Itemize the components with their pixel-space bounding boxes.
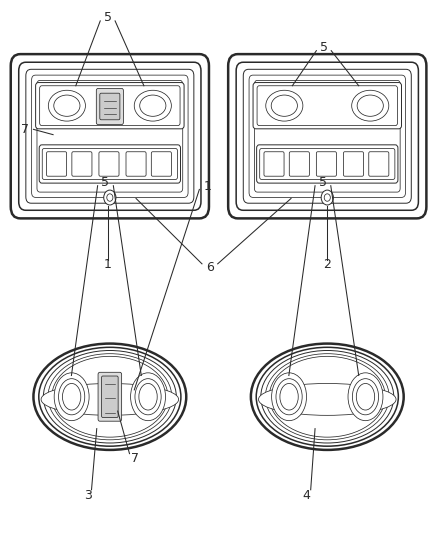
Ellipse shape (280, 383, 298, 410)
Ellipse shape (54, 95, 80, 116)
Ellipse shape (265, 354, 389, 440)
FancyBboxPatch shape (236, 62, 418, 211)
Ellipse shape (140, 95, 166, 116)
Ellipse shape (48, 354, 172, 440)
FancyBboxPatch shape (316, 152, 336, 176)
Ellipse shape (43, 351, 177, 443)
Text: 5: 5 (320, 41, 328, 54)
Text: 1: 1 (204, 180, 212, 193)
FancyBboxPatch shape (264, 152, 284, 176)
FancyBboxPatch shape (99, 152, 119, 176)
FancyBboxPatch shape (102, 376, 118, 417)
Text: 1: 1 (104, 258, 112, 271)
FancyBboxPatch shape (151, 152, 171, 176)
FancyBboxPatch shape (260, 149, 395, 180)
FancyBboxPatch shape (257, 86, 398, 126)
FancyBboxPatch shape (243, 69, 411, 203)
FancyBboxPatch shape (254, 80, 400, 192)
Ellipse shape (33, 344, 186, 450)
Ellipse shape (131, 373, 166, 421)
Ellipse shape (139, 383, 157, 410)
Ellipse shape (276, 378, 302, 415)
FancyBboxPatch shape (249, 75, 406, 197)
Text: 4: 4 (302, 489, 310, 502)
Ellipse shape (357, 95, 383, 116)
Ellipse shape (269, 357, 385, 437)
Text: 6: 6 (206, 261, 214, 274)
Text: 2: 2 (323, 258, 331, 271)
FancyBboxPatch shape (253, 83, 402, 129)
Ellipse shape (271, 95, 297, 116)
FancyBboxPatch shape (289, 152, 309, 176)
Text: 5: 5 (319, 176, 327, 189)
Ellipse shape (48, 90, 85, 121)
FancyBboxPatch shape (42, 149, 177, 180)
FancyBboxPatch shape (26, 69, 194, 203)
Ellipse shape (134, 90, 171, 121)
Ellipse shape (348, 373, 383, 421)
FancyBboxPatch shape (257, 145, 398, 183)
Ellipse shape (251, 344, 404, 450)
FancyBboxPatch shape (32, 75, 188, 197)
Circle shape (324, 194, 330, 201)
Text: 7: 7 (21, 123, 29, 136)
Ellipse shape (52, 357, 168, 437)
FancyBboxPatch shape (96, 88, 124, 125)
FancyBboxPatch shape (35, 83, 184, 129)
Ellipse shape (266, 90, 303, 121)
FancyBboxPatch shape (72, 152, 92, 176)
Ellipse shape (353, 378, 378, 415)
Ellipse shape (135, 378, 161, 415)
Text: 5: 5 (102, 176, 110, 189)
FancyBboxPatch shape (98, 372, 122, 421)
Circle shape (321, 190, 333, 205)
FancyBboxPatch shape (11, 54, 209, 219)
Ellipse shape (63, 383, 81, 410)
FancyBboxPatch shape (343, 152, 364, 176)
Text: 7: 7 (131, 453, 139, 465)
Ellipse shape (272, 373, 307, 421)
Ellipse shape (258, 383, 396, 415)
FancyBboxPatch shape (100, 93, 120, 120)
FancyBboxPatch shape (37, 80, 183, 192)
FancyBboxPatch shape (126, 152, 146, 176)
FancyBboxPatch shape (46, 152, 67, 176)
FancyBboxPatch shape (369, 152, 389, 176)
Circle shape (104, 190, 116, 205)
FancyBboxPatch shape (228, 54, 426, 219)
FancyBboxPatch shape (19, 62, 201, 211)
FancyBboxPatch shape (40, 86, 180, 126)
Ellipse shape (39, 348, 181, 446)
Ellipse shape (54, 373, 89, 421)
FancyBboxPatch shape (39, 145, 180, 183)
Ellipse shape (59, 378, 85, 415)
Ellipse shape (41, 383, 179, 415)
Ellipse shape (352, 90, 389, 121)
Text: 3: 3 (84, 489, 92, 502)
Text: 5: 5 (104, 11, 112, 24)
Ellipse shape (256, 348, 398, 446)
Circle shape (107, 194, 113, 201)
Ellipse shape (261, 351, 394, 443)
Ellipse shape (357, 383, 374, 410)
